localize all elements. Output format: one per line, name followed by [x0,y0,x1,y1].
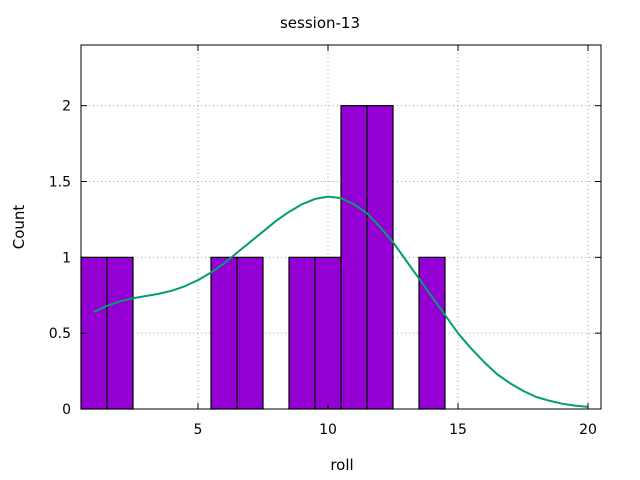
y-axis-title: Count [10,205,28,250]
plot-frame [80,44,602,410]
histogram-bar [314,256,342,410]
y-tick-label: 1 [62,250,71,266]
histogram-bar [418,256,446,410]
x-tick-label: 10 [319,422,337,438]
y-tick-label: 0 [62,402,71,418]
density-curve [93,195,589,408]
y-tick-label: 2 [62,99,71,115]
histogram-bars [80,105,446,410]
axes [80,44,602,410]
tick-labels: 5 10 15 20 0 0.5 1 1.5 2 [49,99,597,438]
x-axis-title: roll [330,456,353,474]
y-tick-label: 0.5 [49,326,71,342]
x-tick-label: 15 [449,422,467,438]
histogram-bar [236,256,264,410]
histogram-bar [366,105,394,410]
histogram-bar [210,256,238,410]
y-tick-label: 1.5 [49,175,71,191]
x-tick-label: 20 [579,422,597,438]
histogram-bar [288,256,316,410]
histogram-bar [340,105,368,410]
density-curve-layer [93,195,589,408]
chart-title: session-13 [280,14,360,32]
histogram-bar [106,256,134,410]
x-tick-label: 5 [194,422,203,438]
